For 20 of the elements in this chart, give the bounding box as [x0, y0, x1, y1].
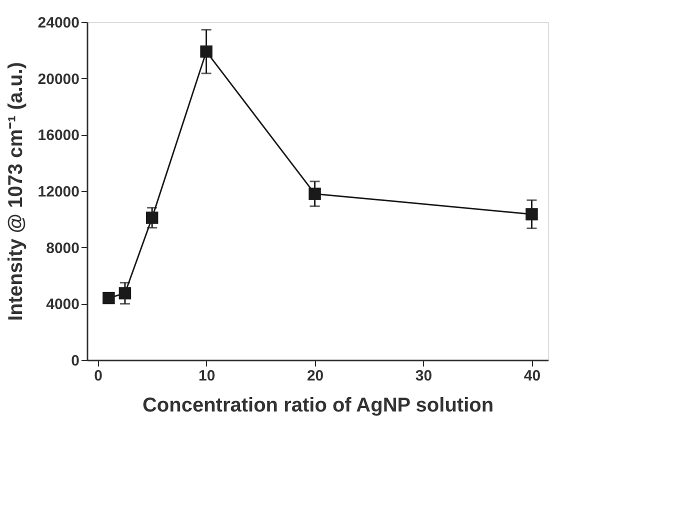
y-tick-label: 4000 [46, 296, 80, 314]
y-tick-label: 24000 [38, 14, 80, 32]
y-tick-label: 8000 [46, 240, 80, 257]
y-tick-label: 12000 [38, 184, 80, 200]
y-tick-label: 0 [71, 352, 80, 370]
y-tick-label: 16000 [38, 127, 80, 144]
x-tick-label: 40 [524, 368, 541, 384]
point [308, 188, 321, 200]
x-tick-label: 0 [94, 368, 103, 384]
x-tick-label: 10 [198, 368, 216, 384]
point [200, 45, 212, 58]
x-tick-label: 30 [415, 368, 432, 384]
x-tick-label: 20 [306, 368, 324, 384]
y-axis-title: Intensity @ 1073 cm⁻¹ (a.u.) [4, 62, 27, 321]
point [118, 287, 132, 300]
y-tick-label: 20000 [38, 70, 80, 88]
x-axis-title: Concentration ratio of AgNP solution [142, 394, 494, 416]
point [102, 292, 115, 304]
point [146, 212, 158, 224]
point [526, 208, 538, 220]
